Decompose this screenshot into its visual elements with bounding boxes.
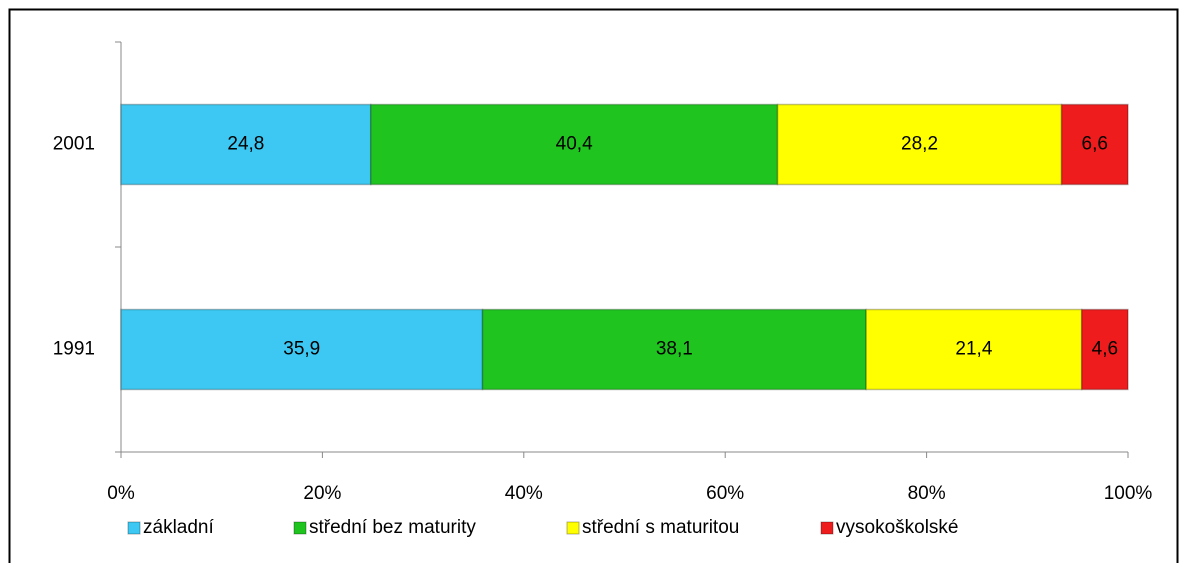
data-label: 21,4 [955,339,992,360]
legend-label: střední s maturitou [582,517,739,538]
bar-segment [1060,103,1129,186]
bar-segment [865,308,1083,391]
legend-label: vysokoškolské [836,517,959,538]
x-tick-label: 100% [1104,483,1153,504]
bar-segment [369,103,779,186]
x-tick-label: 40% [505,483,543,504]
data-label: 38,1 [656,339,693,360]
bar-segment [481,308,867,391]
y-tick-label: 1991 [53,339,95,360]
legend-marker [566,521,580,535]
data-label: 40,4 [556,134,593,155]
x-tick-label: 80% [908,483,946,504]
bar-segment [120,308,484,391]
data-label: 24,8 [227,134,264,155]
x-tick-label: 0% [107,483,135,504]
legend-marker [127,521,141,535]
bar-segment [776,103,1063,186]
data-label: 6,6 [1082,134,1108,155]
data-label: 4,6 [1092,339,1118,360]
legend-marker [293,521,307,535]
bar-segment [1080,308,1129,391]
bar-segment [120,103,372,186]
legend-marker [820,521,834,535]
x-tick-label: 20% [303,483,341,504]
legend-label: střední bez maturity [309,517,476,538]
chart-frame [8,8,1179,563]
legend-label: základní [143,517,214,538]
data-label: 35,9 [283,339,320,360]
y-tick-label: 2001 [53,134,95,155]
data-label: 28,2 [901,134,938,155]
x-tick-label: 60% [706,483,744,504]
